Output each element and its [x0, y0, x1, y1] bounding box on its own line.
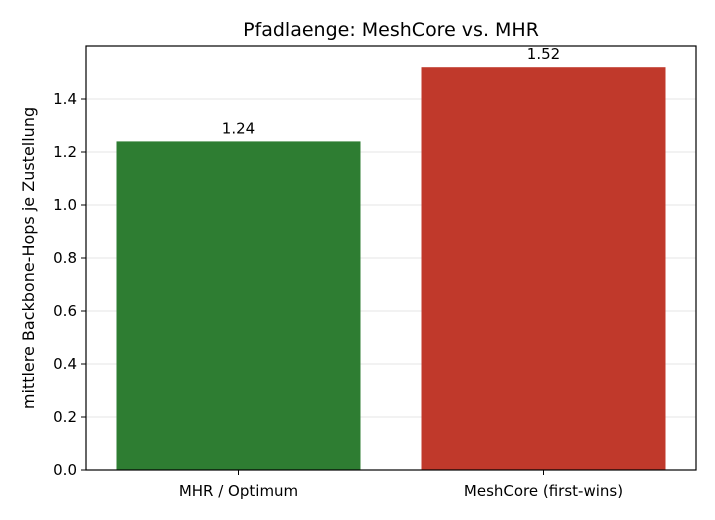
y-tick-label: 0.6 — [53, 302, 77, 320]
bars: 1.24 1.52 — [116, 45, 666, 470]
y-tick-label: 0.0 — [53, 461, 77, 479]
plot-frame — [85, 45, 697, 471]
y-tick-label: 0.2 — [53, 408, 77, 426]
bar — [421, 67, 666, 470]
bar — [116, 141, 361, 470]
chart-title: Pfadlaenge: MeshCore vs. MHR — [243, 19, 539, 41]
bar-value-label: 1.24 — [222, 119, 255, 137]
y-axis-label: mittlere Backbone-Hops je Zustellung — [19, 107, 38, 409]
y-tick-label: 0.4 — [53, 355, 77, 373]
y-tick-label: 1.0 — [53, 196, 77, 214]
y-axis-ticks: 0.0 0.2 0.4 0.6 0.8 1.0 1.2 1.4 — [53, 90, 86, 479]
y-tick-label: 1.4 — [53, 90, 77, 108]
y-tick-label: 0.8 — [53, 249, 77, 267]
x-tick-label: MHR / Optimum — [179, 482, 298, 500]
bar-value-label: 1.52 — [527, 45, 560, 63]
x-axis-ticks: MHR / Optimum MeshCore (first-wins) — [179, 470, 623, 500]
y-tick-label: 1.2 — [53, 143, 77, 161]
x-tick-label: MeshCore (first-wins) — [464, 482, 623, 500]
